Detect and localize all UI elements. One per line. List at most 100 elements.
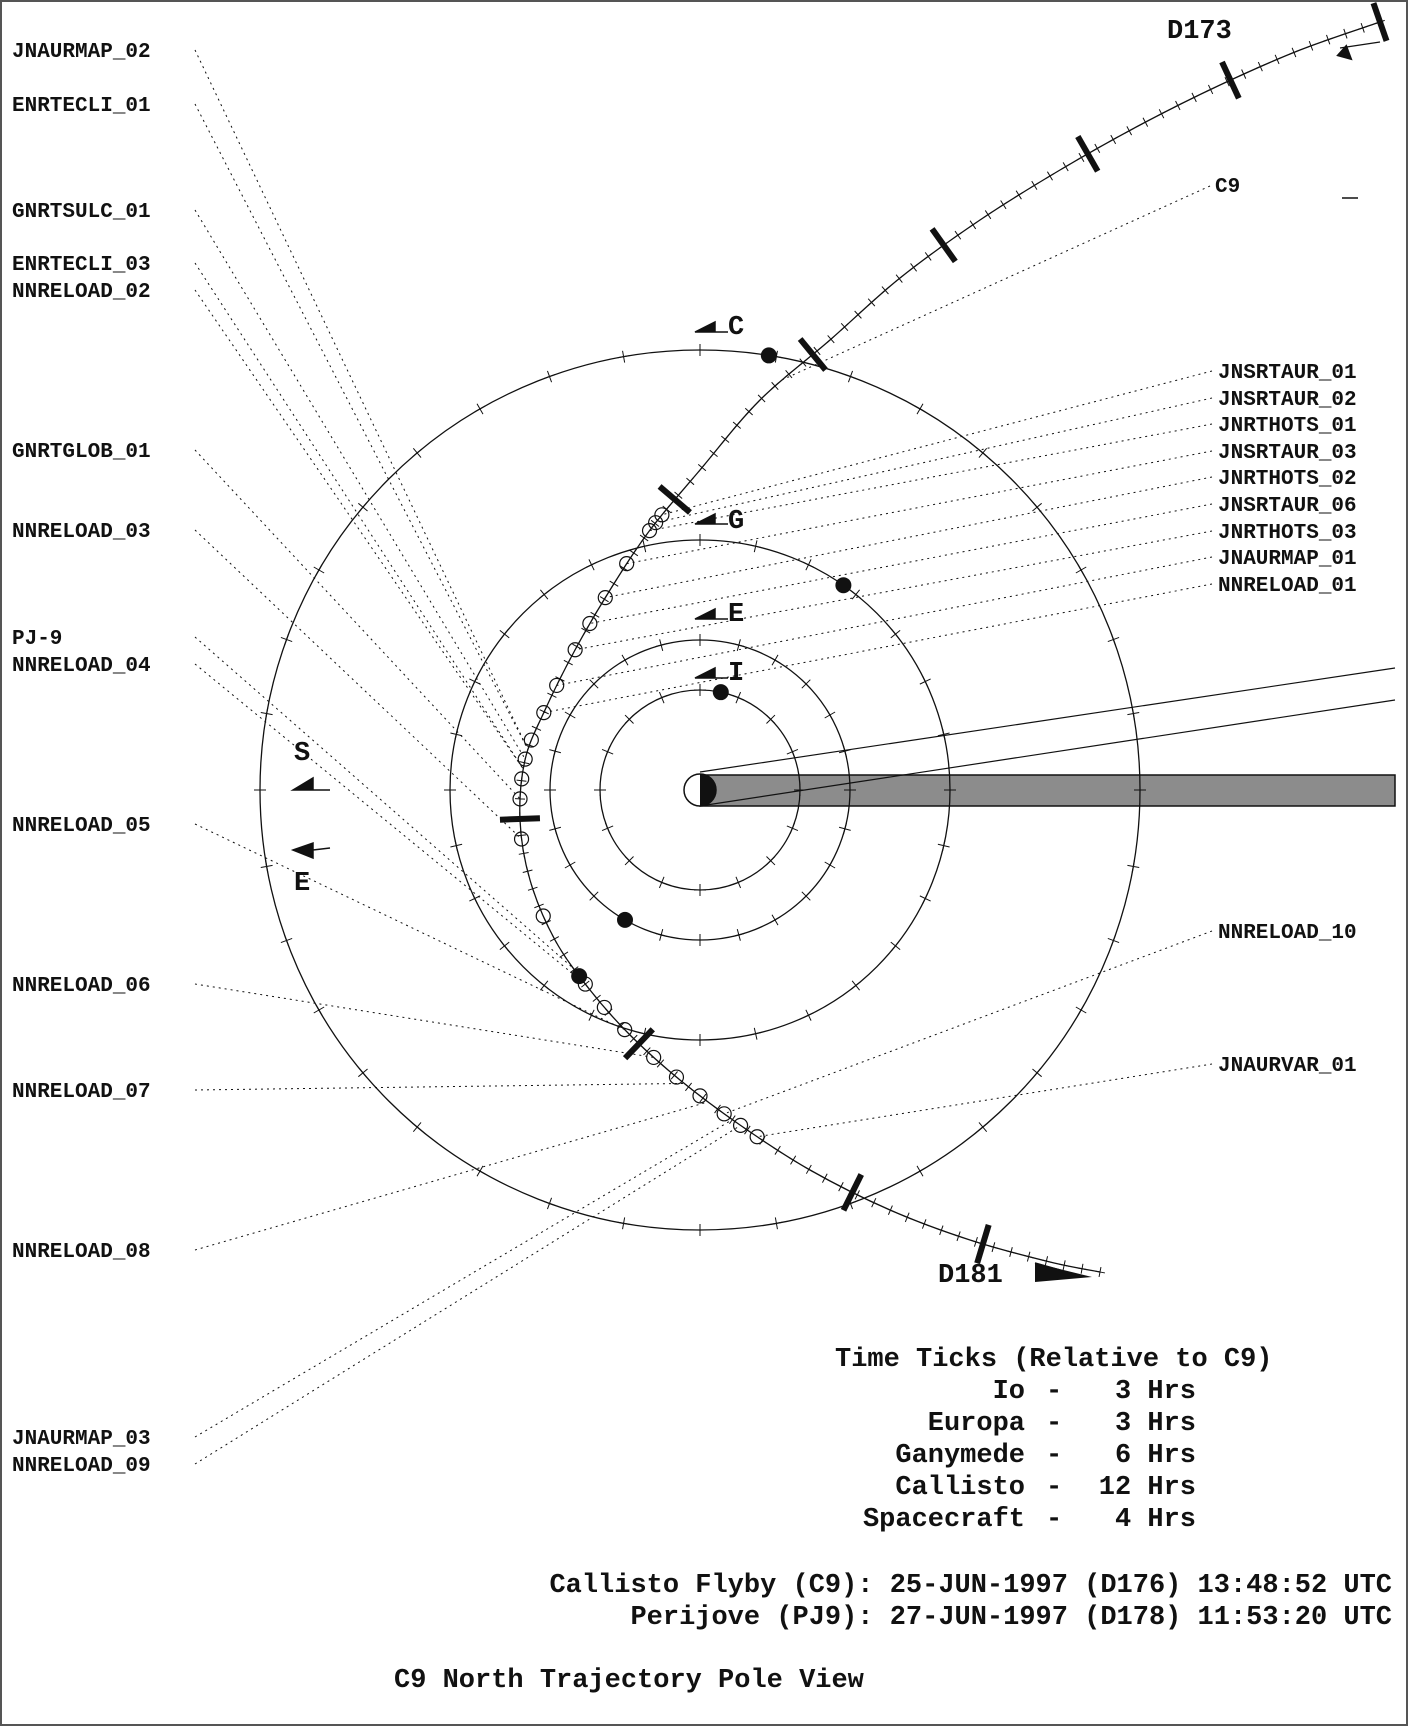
callisto-orbit-tick [977,1122,988,1132]
europa-orbit-tick [801,891,811,901]
right-label: JNSRTAUR_02 [1218,389,1357,412]
day-boundary-marker [929,227,958,264]
callisto-orbit-tick [1127,707,1140,720]
io-orbit-tick [766,714,776,724]
svg-text:E: E [728,600,744,630]
trajectory-time-tick [881,286,890,295]
left-label: JNAURMAP_02 [12,41,151,64]
trajectory-time-tick [784,369,793,379]
left-leader-line [194,289,524,770]
solar-direction-line-lower [699,699,1396,807]
right-label: JNSRTAUR_03 [1218,442,1357,465]
europa-orbit-tick [769,914,781,926]
trajectory-time-tick [642,1047,651,1056]
callisto-orbit-tick [1075,564,1087,576]
trajectory-time-tick [867,298,876,307]
trajectory-time-tick [713,1104,722,1114]
trajectory-time-tick [798,358,808,367]
trajectory-time-tick [1140,117,1150,127]
callisto-orbit-tick [280,934,293,947]
sun-direction-arrow [290,776,330,791]
left-leader-line [194,663,586,985]
observation-marker [749,1129,765,1145]
observation-marker [646,1049,662,1066]
ganymede-orbit-tick [944,784,956,796]
callisto-orbit-tick [474,403,486,415]
trajectory-time-tick [670,1071,679,1080]
callisto-position [760,347,777,364]
svg-text:6 Hrs: 6 Hrs [1115,1441,1196,1471]
observation-marker [512,791,528,807]
ganymede-orbit-tick [749,1027,762,1040]
left-label: GNRTSULC_01 [12,201,151,224]
end-arrow-shaft [1034,1262,1061,1271]
io-orbit-tick [786,822,799,835]
observation-marker [617,1022,633,1038]
ganymede-orbit-tick [444,784,456,796]
trajectory-time-tick [885,1205,896,1215]
time-tick-row: Callisto - 12 Hrs [895,1473,1196,1503]
europa-orbit-tick [801,679,811,689]
right-label: JNRTHOTS_03 [1218,522,1357,545]
observation-marker [648,515,664,531]
svg-text:-: - [1046,1377,1062,1407]
callisto-orbit-tick [617,1217,630,1230]
trajectory-time-tick [531,723,542,734]
ganymede-position [835,577,852,594]
ganymede-orbit-tick [585,1009,598,1021]
svg-text:G: G [728,507,744,537]
moon-label-callisto: C [694,313,744,343]
io-orbit-tick [732,691,745,704]
callisto-orbit-tick [1107,633,1120,646]
jupiter-night-side [700,774,716,806]
europa-orbit-tick [844,784,856,796]
ganymede-orbit-tick [937,839,950,852]
right-label: JNAURVAR_01 [1218,1055,1357,1078]
europa-orbit-tick [589,679,599,689]
flyby-time: Callisto Flyby (C9): 25-JUN-1997 (D176) … [549,1571,1392,1601]
observation-marker [654,507,670,523]
moon-orbits [254,344,1146,1236]
trajectory-time-tick [1340,28,1351,39]
left-observation-labels: JNAURMAP_02 ENRTECLI_01 GNRTSULC_01 ENRT… [12,41,151,1478]
time-tick-row: Spacecraft - 4 Hrs [863,1505,1196,1535]
left-label: ENRTECLI_03 [12,254,151,277]
trajectory-time-tick [1323,34,1334,45]
europa-orbit-tick [619,654,631,666]
left-leader-line [194,449,521,800]
ganymede-orbit-tick [694,1034,706,1046]
day-boundary-marker [657,484,692,515]
trajectory-time-tick [936,1225,947,1236]
left-label: NNRELOAD_04 [12,655,151,678]
earth-direction-arrow [290,841,331,860]
trajectory-time-tick [686,477,695,486]
trajectory-time-tick [527,883,538,894]
europa-orbit-tick [564,709,576,721]
left-label: ENRTECLI_01 [12,95,151,118]
observation-marker [582,615,598,632]
svg-text:C: C [728,313,744,343]
left-label: JNAURMAP_03 [12,1428,151,1451]
europa-orbit-tick [544,784,556,796]
trajectory-time-tick [1189,92,1199,103]
callisto-orbit-tick [358,1067,368,1078]
callisto-orbit-tick [260,860,273,873]
end-day-label: D181 [938,1261,1003,1291]
callisto-orbit-tick [543,370,556,383]
callisto-orbit-tick [1032,502,1042,513]
callisto-motion-arrow [694,320,728,333]
europa-position [617,911,633,928]
moon-label-ganymede: G [694,507,744,537]
left-leader-line [194,103,529,750]
spacecraft-trajectory [499,2,1390,1278]
trajectory-time-tick [836,1182,846,1192]
observation-marker [692,1088,708,1104]
io-orbit-tick [794,784,806,796]
day-boundary-marker [1370,2,1390,42]
trajectory-time-tick [1156,109,1167,119]
callisto-orbit-tick [617,350,630,363]
trajectory-time-tick [909,263,918,272]
observation-marker [567,642,583,658]
europa-orbit-tick [824,859,836,871]
ganymede-orbit-tick [919,892,931,905]
